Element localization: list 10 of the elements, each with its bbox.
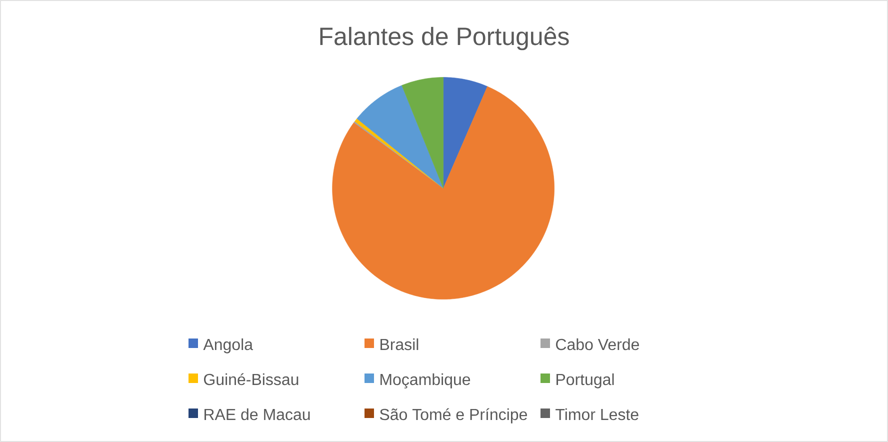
legend-label: Brasil: [380, 338, 418, 350]
chart-title: Falantes de Português: [320, 26, 569, 50]
legend-label: São Tomé e Príncipe: [380, 408, 527, 424]
legend-label: Angola: [203, 338, 254, 354]
legend-label: Guiné-Bissau: [204, 373, 298, 386]
legend-label: Moçambique: [380, 373, 470, 388]
legend-label: RAE de Macau: [204, 408, 310, 420]
legend-label: Portugal: [556, 373, 614, 388]
legend-label: Cabo Verde: [556, 338, 639, 350]
legend-label: Timor Leste: [556, 408, 638, 420]
